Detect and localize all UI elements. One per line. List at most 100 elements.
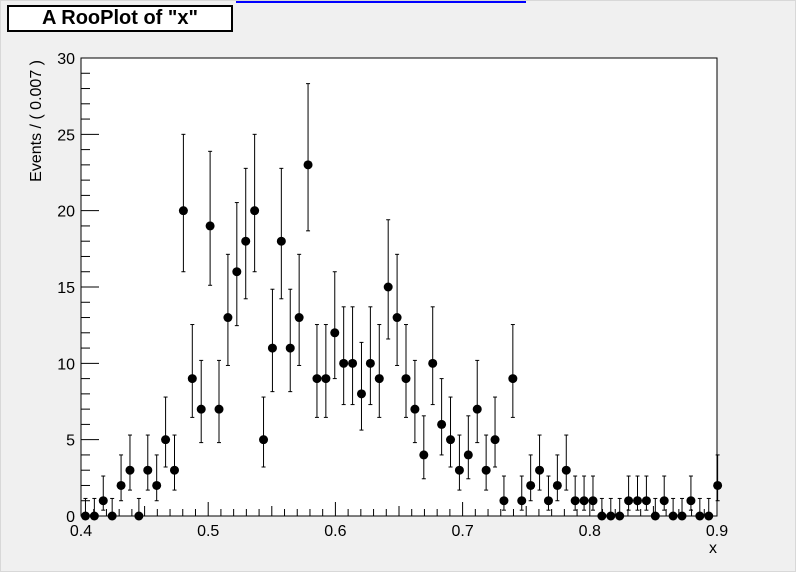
marker bbox=[579, 496, 589, 506]
x-tick-label: 0.9 bbox=[706, 523, 728, 540]
data-point bbox=[161, 396, 171, 468]
marker bbox=[463, 450, 473, 460]
data-point bbox=[624, 475, 634, 511]
data-point bbox=[285, 288, 295, 393]
data-point bbox=[695, 497, 705, 521]
marker bbox=[178, 206, 188, 216]
data-point bbox=[561, 434, 571, 491]
data-point bbox=[659, 475, 669, 511]
marker bbox=[294, 313, 304, 323]
data-point bbox=[356, 341, 366, 431]
marker bbox=[695, 511, 705, 521]
data-point bbox=[472, 359, 482, 444]
data-point bbox=[410, 359, 420, 444]
marker bbox=[276, 236, 286, 246]
data-point bbox=[552, 454, 562, 502]
data-point bbox=[196, 359, 206, 444]
data-point bbox=[98, 475, 108, 511]
y-tick-label: 25 bbox=[57, 127, 75, 144]
marker bbox=[597, 511, 607, 521]
marker bbox=[267, 343, 277, 353]
marker bbox=[232, 267, 242, 277]
data-point bbox=[116, 454, 126, 502]
marker bbox=[241, 236, 251, 246]
marker bbox=[615, 511, 625, 521]
data-point bbox=[321, 324, 331, 418]
marker bbox=[606, 511, 616, 521]
marker bbox=[80, 511, 90, 521]
marker bbox=[125, 465, 135, 475]
marker bbox=[588, 496, 598, 506]
data-point bbox=[89, 497, 99, 521]
y-tick-label: 10 bbox=[57, 356, 75, 373]
window-title-strip bbox=[236, 1, 526, 3]
data-point bbox=[597, 497, 607, 521]
marker bbox=[214, 404, 224, 414]
x-tick-label: 0.8 bbox=[579, 523, 601, 540]
data-point bbox=[535, 434, 545, 491]
tick-labels: 0.4 0.5 0.6 0.7 0.8 0.9 0 5 10 15 20 25 30 bbox=[57, 51, 728, 540]
data-point bbox=[294, 253, 304, 366]
y-tick-label: 20 bbox=[57, 204, 75, 221]
data-point bbox=[641, 475, 651, 511]
marker bbox=[374, 374, 384, 384]
data-point bbox=[365, 306, 375, 406]
marker bbox=[205, 221, 215, 231]
marker bbox=[383, 282, 393, 292]
marker bbox=[481, 465, 491, 475]
marker bbox=[196, 404, 206, 414]
data-point bbox=[125, 434, 135, 491]
marker bbox=[668, 511, 678, 521]
data-point bbox=[650, 497, 660, 521]
marker bbox=[624, 496, 634, 506]
y-axis-label: Events / ( 0.007 ) bbox=[28, 60, 45, 182]
x-tick-label: 0.7 bbox=[451, 523, 473, 540]
marker bbox=[392, 313, 402, 323]
marker bbox=[134, 511, 144, 521]
marker bbox=[508, 374, 518, 384]
data-point bbox=[276, 167, 286, 300]
marker bbox=[303, 160, 313, 170]
x-axis-label: x bbox=[709, 540, 717, 557]
marker bbox=[561, 465, 571, 475]
marker bbox=[437, 419, 447, 429]
x-tick-label: 0.6 bbox=[324, 523, 346, 540]
marker bbox=[499, 496, 509, 506]
marker bbox=[659, 496, 669, 506]
data-point bbox=[704, 497, 714, 521]
data-point bbox=[143, 434, 153, 491]
data-point bbox=[392, 253, 402, 366]
data-point bbox=[374, 324, 384, 418]
data-point bbox=[232, 202, 242, 327]
data-points bbox=[80, 83, 723, 521]
plot-frame bbox=[80, 57, 718, 517]
marker bbox=[401, 374, 411, 384]
data-point bbox=[481, 434, 491, 491]
marker bbox=[419, 450, 429, 460]
data-point bbox=[615, 497, 625, 521]
marker bbox=[321, 374, 331, 384]
marker bbox=[543, 496, 553, 506]
marker bbox=[686, 496, 696, 506]
data-point bbox=[348, 306, 358, 406]
data-point bbox=[419, 415, 429, 480]
data-point bbox=[134, 497, 144, 521]
data-point bbox=[508, 324, 518, 418]
marker bbox=[285, 343, 295, 353]
data-point bbox=[454, 434, 464, 491]
marker bbox=[89, 511, 99, 521]
marker bbox=[641, 496, 651, 506]
marker bbox=[169, 465, 179, 475]
marker bbox=[348, 358, 358, 368]
y-tick-label: 0 bbox=[66, 509, 75, 526]
marker bbox=[428, 358, 438, 368]
data-point bbox=[241, 167, 251, 300]
plot-title[interactable]: A RooPlot of "x" bbox=[7, 5, 233, 32]
data-point bbox=[214, 359, 224, 444]
marker bbox=[250, 206, 260, 216]
x-tick-label: 0.4 bbox=[70, 523, 92, 540]
data-point bbox=[259, 396, 269, 468]
marker bbox=[116, 480, 126, 490]
data-point bbox=[570, 475, 580, 511]
